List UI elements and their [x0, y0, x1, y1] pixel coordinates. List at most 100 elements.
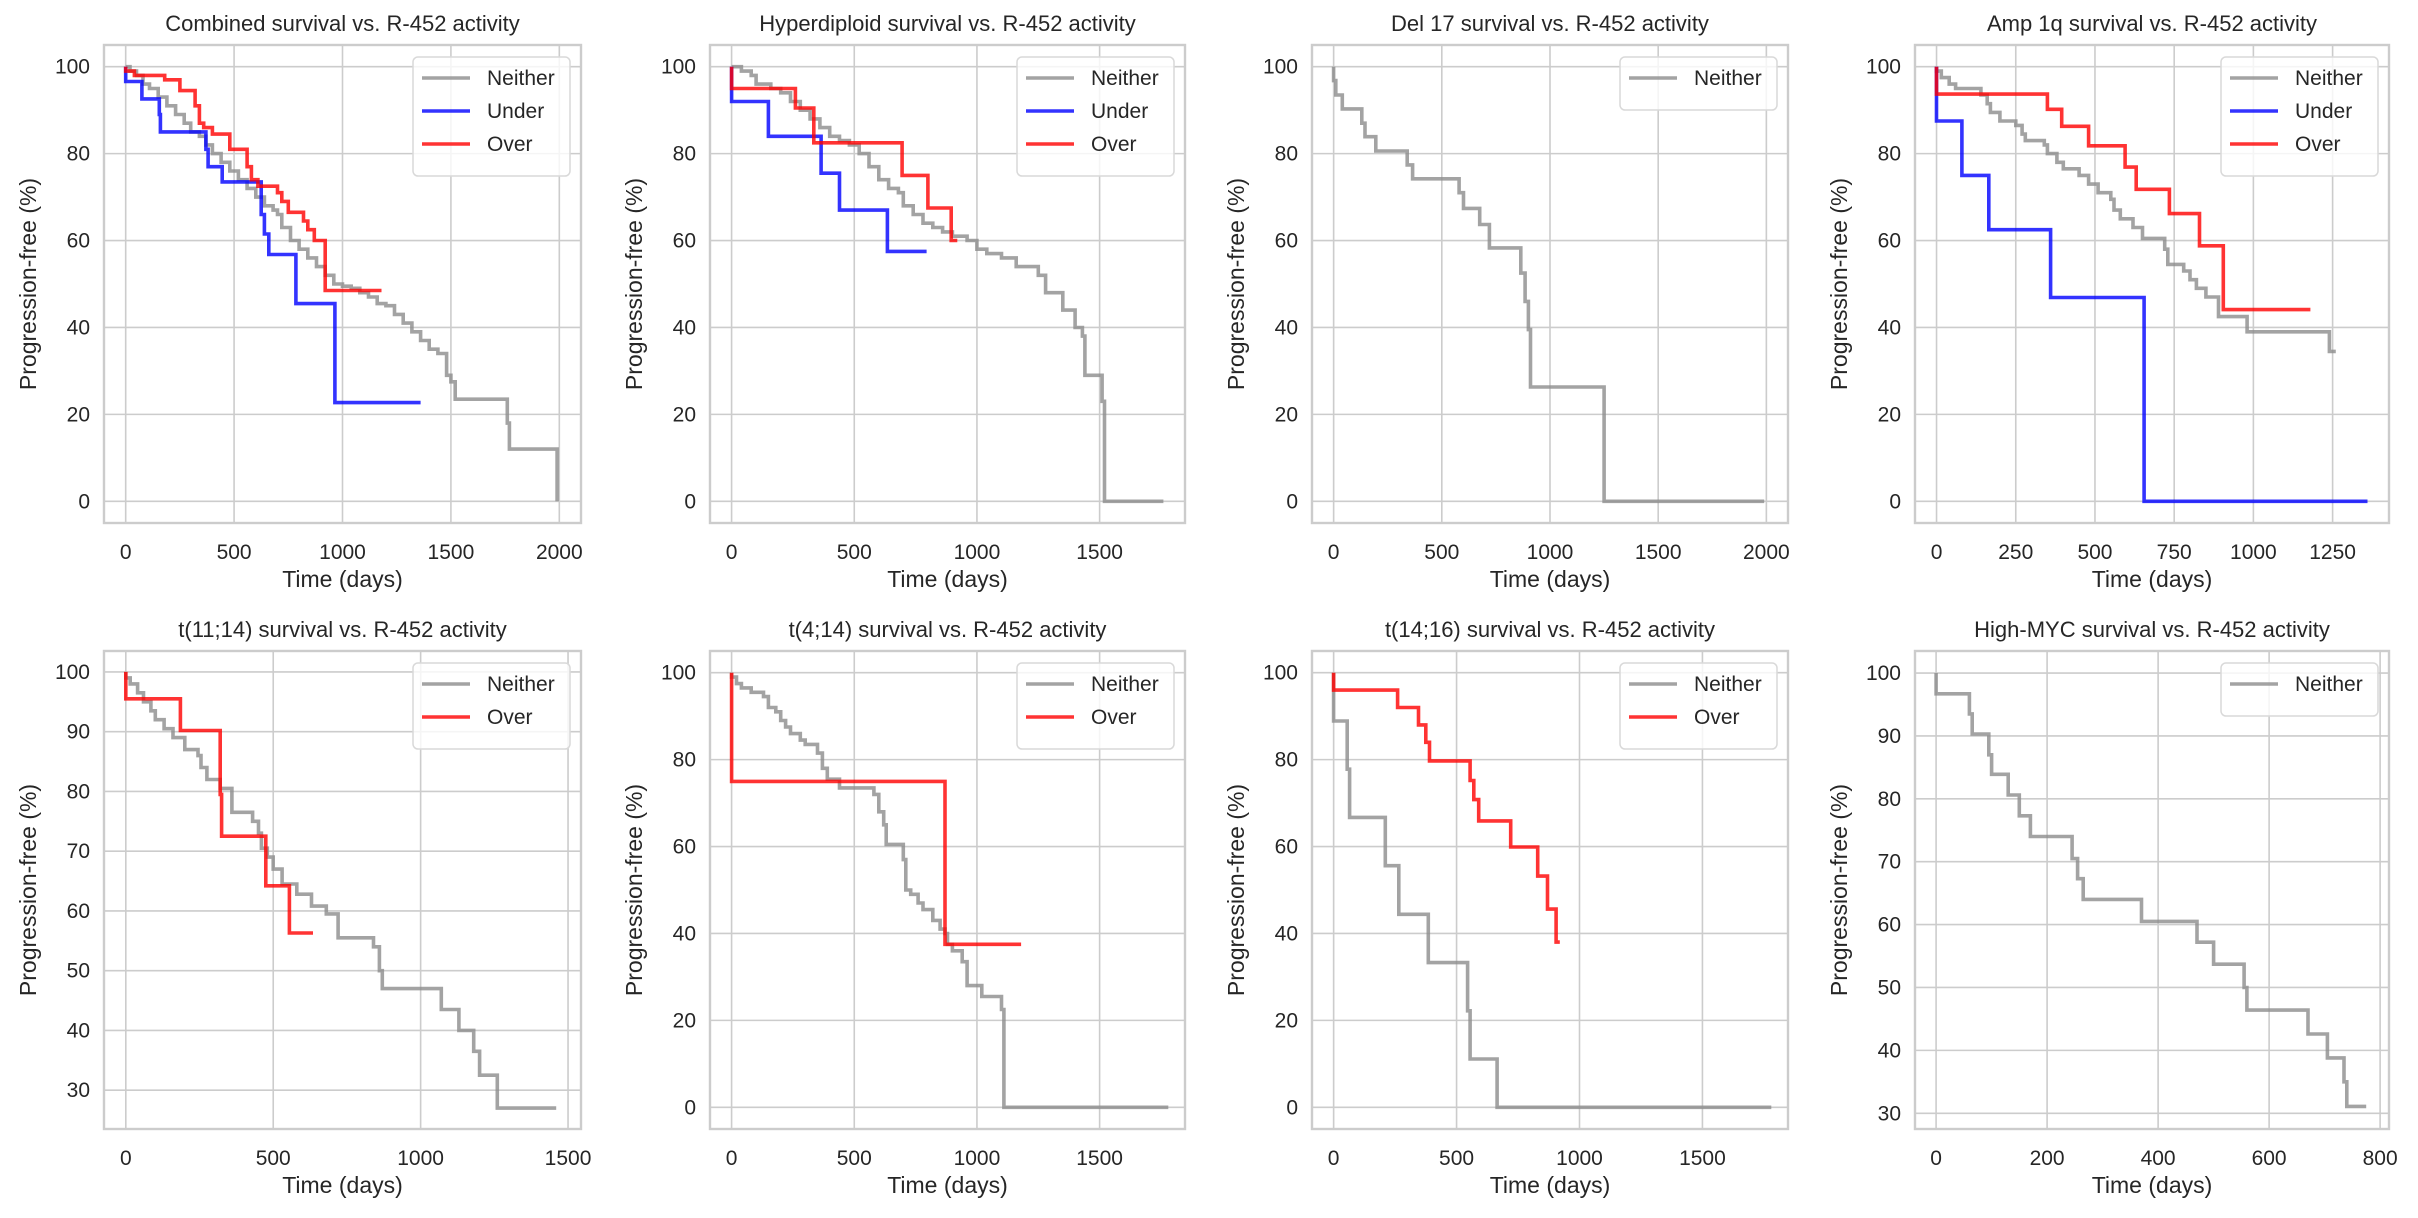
y-tick-label: 80: [1878, 788, 1901, 811]
y-tick-label: 100: [55, 661, 90, 684]
x-tick-label: 0: [1328, 541, 1340, 564]
y-tick-label: 60: [1878, 230, 1901, 253]
series-line-neither: [1934, 673, 2367, 1109]
series-line-neither: [729, 672, 1169, 1110]
y-tick-label: 40: [67, 316, 90, 339]
y-tick-label: 70: [67, 840, 90, 863]
y-tick-label: 100: [1866, 662, 1901, 685]
y-tick-label: 60: [673, 230, 696, 253]
x-tick-label: 1000: [2230, 541, 2277, 564]
series-line-neither: [1331, 66, 1765, 504]
y-axis-label: Progression-free (%): [621, 178, 647, 390]
y-tick-label: 60: [1275, 230, 1298, 253]
series-line-neither: [1331, 672, 1772, 1110]
chart-title: t(4;14) survival vs. R-452 activity: [789, 617, 1107, 642]
x-tick-label: 0: [1328, 1147, 1340, 1170]
x-tick-label: 500: [217, 541, 252, 564]
series-line-over: [124, 671, 313, 935]
legend-label: Over: [1694, 706, 1740, 729]
x-tick-label: 0: [1931, 541, 1943, 564]
y-axis-label: Progression-free (%): [1826, 178, 1852, 390]
x-tick-label: 1000: [1556, 1147, 1603, 1170]
y-tick-label: 30: [1878, 1102, 1901, 1125]
x-tick-label: 1500: [1679, 1147, 1726, 1170]
plot-frame: [708, 649, 1187, 1131]
y-tick-label: 0: [78, 490, 90, 513]
legend-label: Neither: [1694, 673, 1762, 696]
chart-title: Del 17 survival vs. R-452 activity: [1391, 11, 1709, 36]
legend-label: Under: [1091, 100, 1148, 123]
chart-title: t(14;16) survival vs. R-452 activity: [1385, 617, 1715, 642]
y-tick-label: 0: [1286, 490, 1298, 513]
x-tick-label: 250: [1998, 541, 2033, 564]
plot-frame: [708, 43, 1187, 525]
legend-label: Under: [2295, 100, 2352, 123]
chart-panel-4: 0 250 500 750 1000 1250 0 20 40 60 80 100 Neither Und…: [1826, 11, 2391, 592]
x-tick-label: 1250: [2309, 541, 2356, 564]
legend-label: Over: [1091, 133, 1137, 156]
series-line-under: [123, 66, 421, 405]
y-axis-label: Progression-free (%): [15, 178, 41, 390]
legend: Neither Under Over: [2220, 56, 2379, 177]
legend-box: [412, 56, 571, 177]
legend: Neither Over: [1016, 662, 1175, 750]
chart-panel-3: 0 500 1000 1500 2000 0 20 40 60 80 100 Neither Del 1…: [1223, 11, 1790, 592]
y-tick-label: 40: [673, 922, 696, 945]
y-axis-label: Progression-free (%): [1826, 784, 1852, 996]
legend-box: [1619, 56, 1778, 111]
y-tick-label: 0: [1286, 1096, 1298, 1119]
chart-panel-5: 0 500 1000 1500 30 40 50 60 70 80 90 100 Neither Over…: [15, 617, 591, 1198]
y-tick-label: 80: [1275, 749, 1298, 772]
x-axis-label: Time (days): [282, 566, 403, 592]
x-tick-label: 1000: [1527, 541, 1574, 564]
legend-label: Over: [2295, 133, 2341, 156]
x-tick-label: 2000: [1743, 541, 1790, 564]
y-tick-label: 40: [1275, 316, 1298, 339]
x-tick-label: 1500: [1635, 541, 1682, 564]
plot-frame: [1310, 43, 1790, 525]
y-tick-label: 100: [661, 662, 696, 685]
y-tick-label: 90: [1878, 725, 1901, 748]
y-axis-label: Progression-free (%): [621, 784, 647, 996]
legend-label: Neither: [1091, 67, 1159, 90]
y-tick-label: 80: [1275, 143, 1298, 166]
legend: Neither: [1619, 56, 1778, 111]
y-tick-label: 100: [55, 56, 90, 79]
x-tick-label: 0: [1930, 1147, 1942, 1170]
series-line-over: [729, 66, 958, 243]
plot-frame: [102, 43, 583, 525]
legend-label: Neither: [1694, 67, 1762, 90]
legend: Neither Over: [1619, 662, 1778, 750]
x-tick-label: 600: [2252, 1147, 2287, 1170]
legend: Neither: [2220, 662, 2379, 717]
x-tick-label: 500: [837, 541, 872, 564]
y-tick-label: 80: [1878, 143, 1901, 166]
chart-title: Amp 1q survival vs. R-452 activity: [1987, 11, 2317, 36]
y-tick-label: 40: [67, 1019, 90, 1042]
x-tick-label: 1500: [1076, 1147, 1123, 1170]
y-tick-label: 20: [673, 1009, 696, 1032]
legend-label: Neither: [487, 67, 555, 90]
x-axis-label: Time (days): [282, 1172, 403, 1198]
legend-label: Neither: [487, 673, 555, 696]
y-tick-label: 0: [684, 1096, 696, 1119]
x-tick-label: 0: [120, 541, 132, 564]
y-tick-label: 80: [673, 749, 696, 772]
plot-frame: [1913, 43, 2391, 525]
x-tick-label: 500: [1439, 1147, 1474, 1170]
y-tick-label: 40: [673, 316, 696, 339]
series-line-over: [1331, 672, 1560, 944]
x-tick-label: 0: [120, 1147, 132, 1170]
y-tick-label: 0: [1889, 490, 1901, 513]
y-tick-label: 100: [1263, 662, 1298, 685]
x-tick-label: 0: [726, 1147, 738, 1170]
chart-panel-1: 0 500 1000 1500 2000 0 20 40 60 80 100 Neither Under…: [15, 11, 583, 592]
series-line-over: [729, 672, 1022, 947]
plot-area: [1915, 651, 2389, 1129]
y-tick-label: 60: [67, 230, 90, 253]
chart-panel-6: 0 500 1000 1500 0 20 40 60 80 100 Neither Over t(4;1…: [621, 617, 1187, 1198]
x-tick-label: 1500: [545, 1147, 592, 1170]
legend-label: Under: [487, 100, 544, 123]
y-tick-label: 20: [1878, 403, 1901, 426]
y-tick-label: 20: [673, 403, 696, 426]
